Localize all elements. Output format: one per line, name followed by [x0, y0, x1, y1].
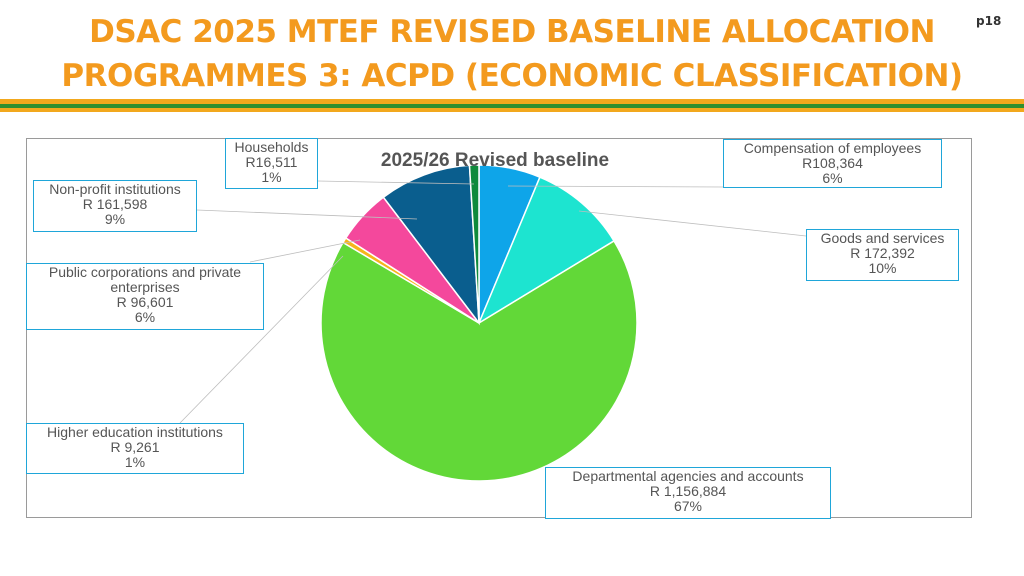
- label-value: R16,511: [245, 154, 298, 170]
- label-name: Departmental agencies and accounts: [572, 468, 804, 484]
- label-compensation-of-employees: Compensation of employees R108,364 6%: [723, 139, 942, 188]
- label-name-line-1: Public corporations and private: [48, 264, 242, 280]
- chart-title: 2025/26 Revised baseline: [380, 150, 610, 171]
- pie-slice-goods-and-services: [477, 176, 616, 325]
- label-households: Households R16,511 1%: [225, 138, 318, 189]
- header-stripe-gold-bottom: [0, 108, 1024, 112]
- label-percent: 67%: [673, 498, 703, 514]
- leader-line-non-profit-institutions: [196, 209, 418, 220]
- label-value: R 1,156,884: [649, 483, 727, 499]
- pie-slice-non-profit-institutions: [382, 164, 480, 326]
- slide-title: DSAC 2025 MTEF REVISED BASELINE ALLOCATI…: [0, 10, 1024, 98]
- label-higher-education: Higher education institutions R 9,261 1%: [26, 423, 244, 474]
- header-stripe-gold-top: [0, 99, 1024, 104]
- label-name: Higher education institutions: [47, 424, 223, 440]
- label-name: Compensation of employees: [743, 140, 922, 156]
- header-stripe-green: [0, 104, 1024, 108]
- label-value: R 172,392: [850, 245, 915, 261]
- label-percent: 10%: [868, 260, 897, 276]
- label-value: R 9,261: [110, 439, 160, 455]
- label-name: Households: [234, 139, 309, 155]
- label-percent: 1%: [124, 454, 146, 470]
- leader-line-compensation-of-employees: [507, 185, 724, 188]
- pie-slice-households: [468, 164, 480, 324]
- leader-line-higher-education: [179, 255, 344, 424]
- label-name-line-2: enterprises: [110, 279, 180, 295]
- label-public-corporations: Public corporations and private enterpri…: [26, 263, 264, 330]
- slide-title-line-1: DSAC 2025 MTEF REVISED BASELINE ALLOCATI…: [89, 14, 935, 50]
- slide-title-line-2: PROGRAMMES 3: ACPD (ECONOMIC CLASSIFICAT…: [61, 58, 963, 94]
- label-goods-and-services: Goods and services R 172,392 10%: [806, 229, 959, 281]
- label-value: R108,364: [802, 155, 863, 171]
- leader-line-public-corporations: [249, 239, 361, 263]
- label-value: R 161,598: [82, 196, 148, 212]
- label-percent: 1%: [261, 169, 282, 185]
- label-departmental-agencies: Departmental agencies and accounts R 1,1…: [545, 467, 831, 519]
- label-percent: 6%: [134, 309, 156, 325]
- label-name: Goods and services: [820, 230, 945, 246]
- leader-line-households: [317, 180, 475, 185]
- label-percent: 6%: [822, 170, 843, 186]
- leader-line-goods-and-services: [578, 210, 807, 237]
- label-percent: 9%: [104, 211, 126, 227]
- label-value: R 96,601: [116, 294, 174, 310]
- pie-slice-departmental-agencies: [320, 239, 638, 482]
- page-number: p18: [976, 14, 1002, 28]
- label-non-profit-institutions: Non-profit institutions R 161,598 9%: [33, 180, 197, 232]
- label-name: Non-profit institutions: [49, 181, 181, 197]
